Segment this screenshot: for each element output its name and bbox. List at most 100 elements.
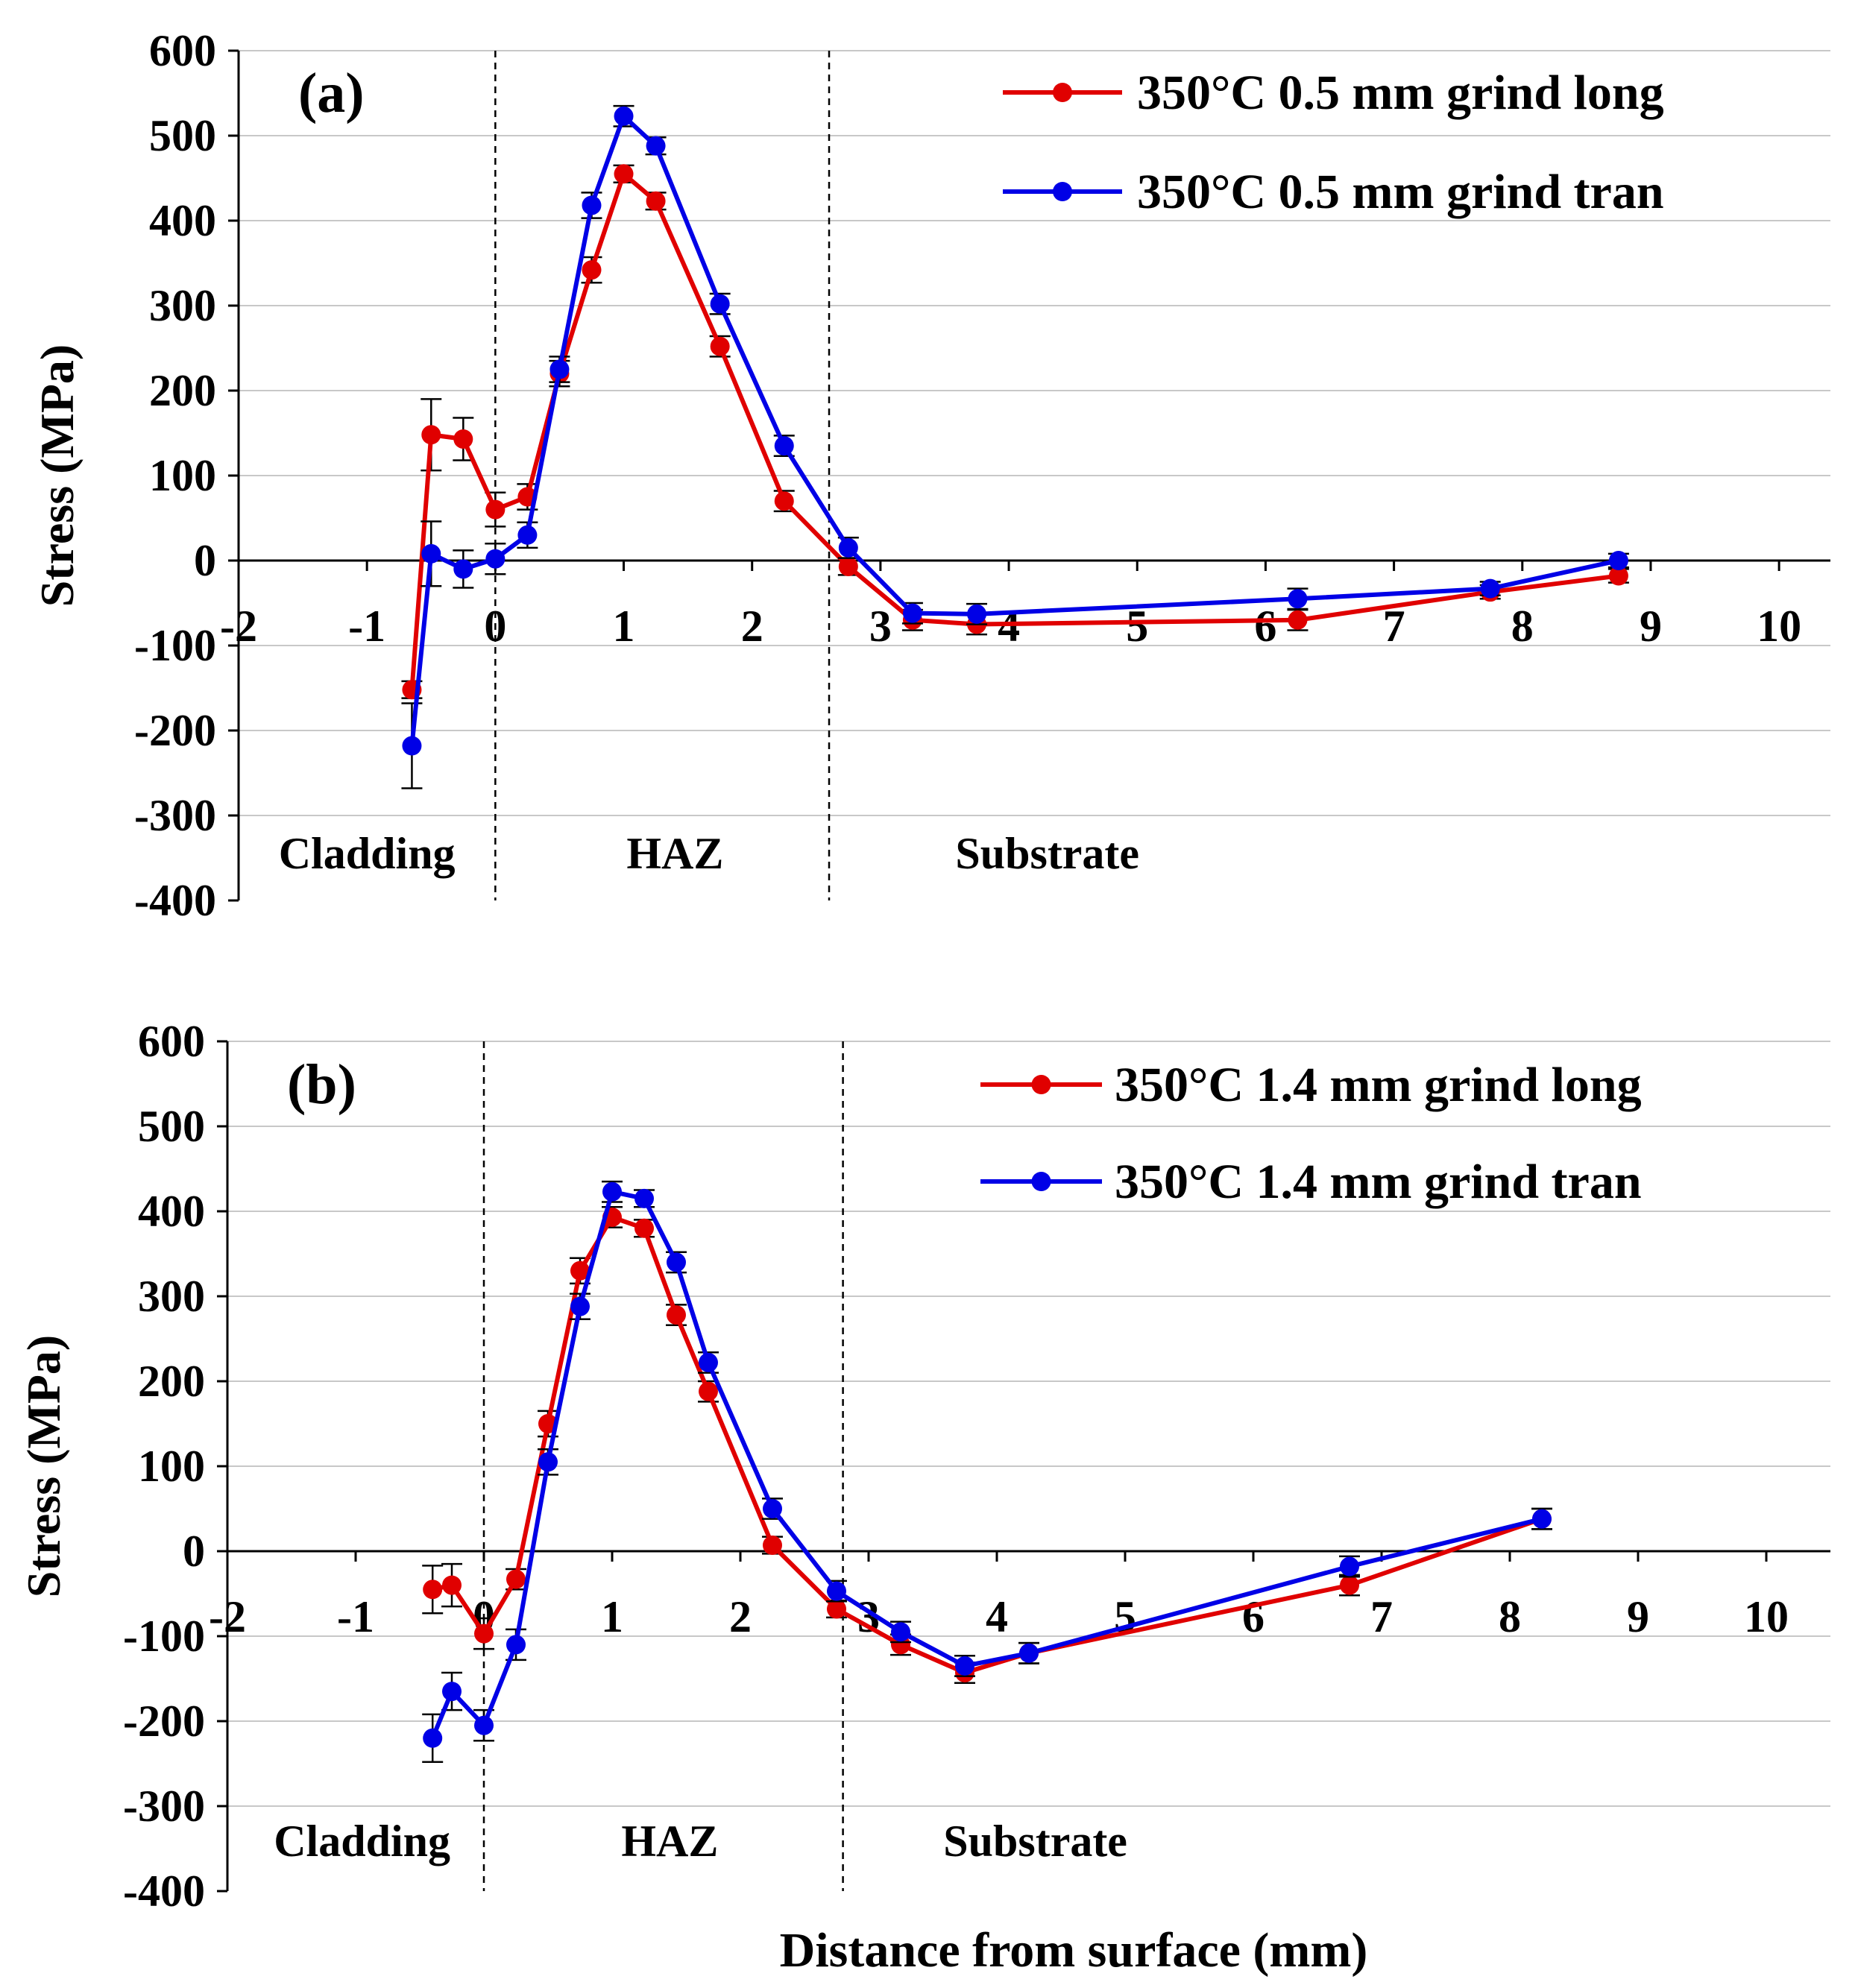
panel-a-x-tick-label: 8 <box>1511 602 1534 651</box>
panel-a-y-tick-label: -100 <box>134 621 216 670</box>
panel-a-data-point <box>1288 610 1308 630</box>
panel-b-x-tick-label: -1 <box>337 1592 374 1641</box>
panel-b-data-point <box>423 1580 443 1600</box>
panel-a-data-point <box>453 429 473 449</box>
panel-b-data-point <box>1532 1509 1552 1529</box>
panel-a-x-tick-label: 7 <box>1383 602 1405 651</box>
panel-b-data-point <box>442 1575 462 1595</box>
panel-b-data-point <box>763 1536 782 1556</box>
panel-a-data-point <box>1480 578 1500 599</box>
panel-a-legend-label: 350°C 0.5 mm grind tran <box>1137 165 1664 219</box>
panel-b-y-tick-label: 500 <box>138 1102 205 1151</box>
panel-a-x-tick-label: 2 <box>741 602 763 651</box>
panel-b-legend-marker <box>1031 1075 1051 1094</box>
panel-b-region-label: HAZ <box>621 1817 718 1866</box>
panel-a-y-tick-label: -200 <box>134 706 216 755</box>
panel-b-legend-marker <box>1031 1172 1051 1191</box>
panel-a-data-point <box>421 425 441 445</box>
panel-b-region-label: Cladding <box>274 1817 450 1866</box>
panel-a-data-point <box>485 549 506 569</box>
panel-b-data-point <box>506 1635 526 1655</box>
panel-b-data-point <box>827 1599 846 1619</box>
panel-a-data-point <box>710 294 730 314</box>
panel-b-data-point <box>474 1715 494 1735</box>
panel-a-data-point <box>838 556 858 576</box>
panel-b-data-point <box>634 1218 654 1238</box>
panel-b-y-tick-label: 200 <box>138 1357 205 1406</box>
panel-b-x-tick-label: 1 <box>601 1592 623 1641</box>
panel-b-legend: 350°C 1.4 mm grind long 350°C 1.4 mm grin… <box>980 1058 1642 1209</box>
panel-a-legend-item: 350°C 0.5 mm grind tran <box>1003 165 1664 219</box>
panel-b-legend-item: 350°C 1.4 mm grind long <box>980 1058 1642 1112</box>
panel-b-data-point <box>538 1452 558 1472</box>
panel-a-data-point <box>614 164 634 184</box>
panel-a-data-point <box>646 191 666 211</box>
panel-b-region-label: Substrate <box>943 1817 1127 1866</box>
panel-a-data-point <box>453 559 473 579</box>
panel-a-x-tick-label: 3 <box>869 602 892 651</box>
panel-b-data-point <box>891 1622 910 1642</box>
panel-a-x-tick-label: -1 <box>348 602 385 651</box>
panel-b-data-point <box>667 1252 686 1272</box>
panel-b-x-tick-label: 9 <box>1627 1592 1649 1641</box>
panel-b-data-point <box>634 1188 654 1208</box>
panel-a-data-point <box>1288 589 1308 609</box>
panel-b-legend-item: 350°C 1.4 mm grind tran <box>980 1155 1642 1209</box>
panel-a-x-tick-label: 10 <box>1757 602 1801 651</box>
panel-b-data-point <box>699 1352 718 1372</box>
panel-b-x-tick-label: -2 <box>209 1592 246 1641</box>
panel-a-data-point <box>421 543 441 564</box>
panel-a-region-label: Substrate <box>955 829 1139 878</box>
panel-a-y-tick-label: 0 <box>194 536 216 585</box>
panel-a-y-tick-label: 500 <box>149 111 216 160</box>
panel-b-data-point <box>474 1623 494 1644</box>
panel-b-x-tick-label: 4 <box>986 1592 1008 1641</box>
panel-a-data-point <box>774 491 794 511</box>
panel-b-x-tick-label: 6 <box>1242 1592 1265 1641</box>
panel-a-x-tick-label: 6 <box>1254 602 1276 651</box>
panel-b-label: (b) <box>287 1053 356 1116</box>
panel-b-data-point <box>699 1381 718 1401</box>
panel-a-x-tick-label: 9 <box>1640 602 1662 651</box>
panel-b-y-tick-label: 0 <box>183 1527 205 1576</box>
panel-a-region-label: HAZ <box>626 829 723 878</box>
panel-a-y-tick-label: -300 <box>134 791 216 840</box>
panel-a-region-label: Cladding <box>279 829 456 878</box>
panel-a-data-point <box>402 736 422 756</box>
panel-a-y-tick-label: 300 <box>149 281 216 330</box>
panel-b-data-point <box>667 1305 686 1325</box>
panel-a-y-tick-label: 200 <box>149 366 216 415</box>
panel-b-data-point <box>506 1569 526 1589</box>
panel-b-data-point <box>763 1499 782 1518</box>
panel-b-y-tick-label: 100 <box>138 1442 205 1491</box>
panel-b-y-tick-label: 400 <box>138 1187 205 1236</box>
panel-a-x-tick-label: 1 <box>613 602 635 651</box>
panel-a-data-point <box>549 359 570 379</box>
panel-a-series-tran <box>401 104 1629 789</box>
panel-a-data-point <box>646 136 666 156</box>
panel-b-x-tick-label: 7 <box>1370 1592 1393 1641</box>
panel-b-legend-label: 350°C 1.4 mm grind tran <box>1115 1155 1642 1209</box>
panel-a-data-point <box>1608 551 1628 570</box>
panel-a-y-axis-label: Stress (MPa) <box>31 344 84 608</box>
panel-a-data-point <box>838 537 858 558</box>
panel-b-data-point <box>1019 1643 1039 1663</box>
panel-a-data-point <box>774 436 794 456</box>
panel-b-data-point <box>827 1581 846 1601</box>
panel-b-y-tick-label: -100 <box>123 1612 205 1661</box>
panel-b-x-tick-label: 10 <box>1744 1592 1789 1641</box>
panel-a-data-point <box>902 603 922 623</box>
panel-b-data-point <box>442 1682 462 1702</box>
panel-b-y-tick-label: -300 <box>123 1782 205 1831</box>
panel-a-y-tick-label: 600 <box>149 26 216 75</box>
panel-b-data-point <box>1340 1556 1359 1577</box>
panel-a-legend-item: 350°C 0.5 mm grind long <box>1003 66 1664 120</box>
panel-a-data-point <box>582 195 602 215</box>
panel-b-x-tick-label: 2 <box>729 1592 752 1641</box>
panel-a-data-point <box>517 525 538 545</box>
panel-a-legend-label: 350°C 0.5 mm grind long <box>1137 66 1664 120</box>
panel-a-legend: 350°C 0.5 mm grind long 350°C 0.5 mm grin… <box>1003 66 1664 219</box>
